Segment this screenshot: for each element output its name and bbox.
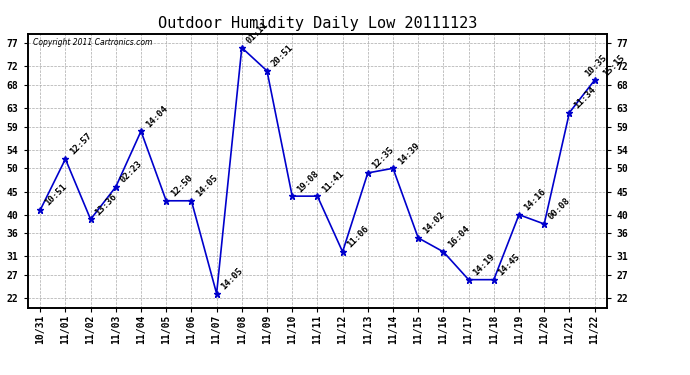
Text: 14:02: 14:02 bbox=[421, 210, 446, 236]
Text: 14:45: 14:45 bbox=[497, 252, 522, 278]
Text: 19:08: 19:08 bbox=[295, 169, 320, 194]
Text: 10:35: 10:35 bbox=[584, 53, 609, 78]
Text: 10:51: 10:51 bbox=[43, 183, 68, 208]
Text: Copyright 2011 Cartronics.com: Copyright 2011 Cartronics.com bbox=[33, 38, 152, 47]
Text: 13:36: 13:36 bbox=[93, 192, 119, 217]
Title: Outdoor Humidity Daily Low 20111123: Outdoor Humidity Daily Low 20111123 bbox=[158, 16, 477, 31]
Text: 11:34: 11:34 bbox=[572, 85, 598, 111]
Text: 20:51: 20:51 bbox=[270, 44, 295, 69]
Text: 15:15: 15:15 bbox=[602, 53, 627, 78]
Text: 02:23: 02:23 bbox=[119, 159, 144, 185]
Text: 16:04: 16:04 bbox=[446, 224, 471, 250]
Text: 12:35: 12:35 bbox=[371, 146, 396, 171]
Text: 00:08: 00:08 bbox=[547, 196, 572, 222]
Text: 14:19: 14:19 bbox=[471, 252, 497, 278]
Text: 14:39: 14:39 bbox=[396, 141, 421, 166]
Text: 14:04: 14:04 bbox=[144, 104, 169, 129]
Text: 11:41: 11:41 bbox=[320, 169, 346, 194]
Text: 01:11: 01:11 bbox=[244, 20, 270, 45]
Text: 12:57: 12:57 bbox=[68, 132, 94, 157]
Text: 14:05: 14:05 bbox=[219, 266, 245, 291]
Text: 14:05: 14:05 bbox=[194, 173, 219, 199]
Text: 14:16: 14:16 bbox=[522, 187, 547, 213]
Text: 12:50: 12:50 bbox=[169, 173, 195, 199]
Text: 11:06: 11:06 bbox=[346, 224, 371, 250]
